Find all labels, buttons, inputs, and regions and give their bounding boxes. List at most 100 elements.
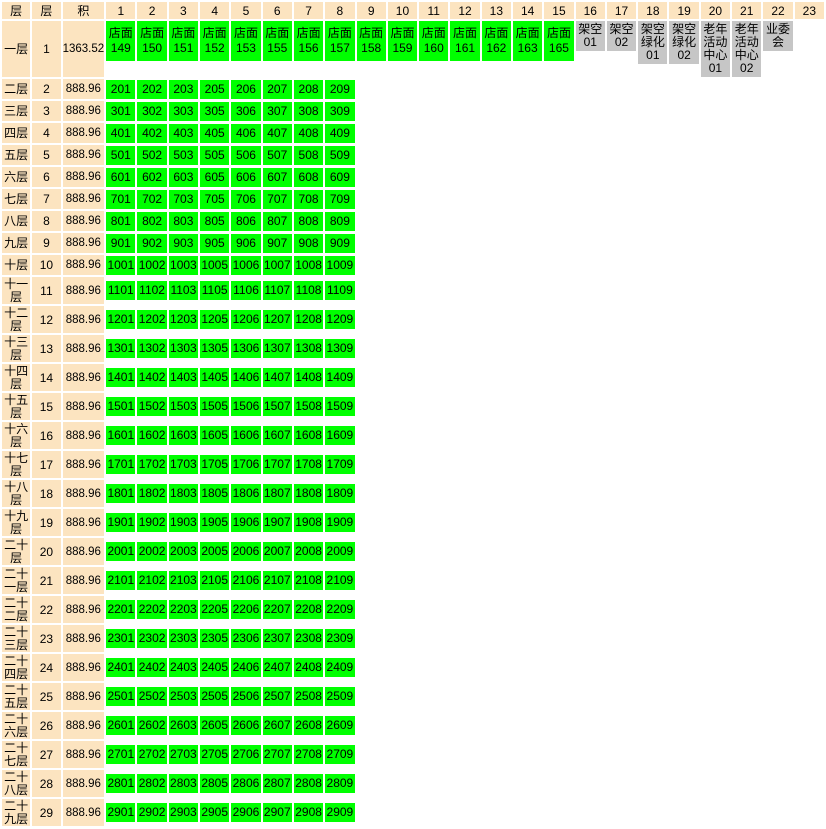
unit[interactable]: 803 xyxy=(168,211,199,231)
unit[interactable]: 1801 xyxy=(106,484,136,503)
unit[interactable]: 1108 xyxy=(293,281,324,300)
unit[interactable]: 2402 xyxy=(137,658,167,677)
unit[interactable]: 1106 xyxy=(231,281,261,300)
unit[interactable]: 1301 xyxy=(106,339,136,358)
unit[interactable]: 1808 xyxy=(293,484,324,503)
unit[interactable]: 1902 xyxy=(137,513,167,532)
unit[interactable]: 店面150 xyxy=(137,21,167,61)
unit[interactable]: 1802 xyxy=(137,484,167,503)
unit[interactable]: 1206 xyxy=(231,310,261,329)
unit[interactable]: 1501 xyxy=(106,397,136,416)
unit[interactable]: 501 xyxy=(106,145,136,165)
unit[interactable]: 1607 xyxy=(262,426,292,445)
unit[interactable]: 2403 xyxy=(168,658,199,677)
unit[interactable]: 2409 xyxy=(325,658,355,677)
unit[interactable]: 2901 xyxy=(106,803,136,822)
unit[interactable]: 505 xyxy=(200,145,230,165)
unit[interactable]: 2501 xyxy=(106,687,136,706)
unit[interactable]: 2001 xyxy=(106,542,136,561)
unit[interactable]: 2505 xyxy=(200,687,230,706)
unit[interactable]: 205 xyxy=(200,79,230,99)
unit[interactable]: 2809 xyxy=(325,774,355,793)
unit[interactable]: 1002 xyxy=(137,255,167,275)
unit[interactable]: 606 xyxy=(231,167,261,187)
unit[interactable]: 2205 xyxy=(200,600,230,619)
unit[interactable]: 2709 xyxy=(325,745,355,764)
unit[interactable]: 1005 xyxy=(200,255,230,275)
unit[interactable]: 2005 xyxy=(200,542,230,561)
unit[interactable]: 1303 xyxy=(168,339,199,358)
unit[interactable]: 店面163 xyxy=(513,21,543,61)
unit[interactable]: 2209 xyxy=(325,600,355,619)
unit[interactable]: 架空01 xyxy=(575,21,605,51)
unit[interactable]: 2009 xyxy=(325,542,355,561)
unit[interactable]: 1703 xyxy=(168,455,199,474)
unit[interactable]: 1506 xyxy=(231,397,261,416)
unit[interactable]: 2302 xyxy=(137,629,167,648)
unit[interactable]: 1409 xyxy=(325,368,355,387)
unit[interactable]: 1508 xyxy=(293,397,324,416)
unit[interactable]: 1608 xyxy=(293,426,324,445)
unit[interactable]: 1401 xyxy=(106,368,136,387)
unit[interactable]: 2802 xyxy=(137,774,167,793)
unit[interactable]: 店面161 xyxy=(450,21,480,61)
unit[interactable]: 1903 xyxy=(168,513,199,532)
unit[interactable]: 206 xyxy=(231,79,261,99)
unit[interactable]: 2803 xyxy=(168,774,199,793)
unit[interactable]: 1009 xyxy=(325,255,355,275)
unit[interactable]: 店面155 xyxy=(262,21,292,61)
unit[interactable]: 店面159 xyxy=(387,21,418,61)
unit[interactable]: 1103 xyxy=(168,281,199,300)
unit[interactable]: 2108 xyxy=(293,571,324,590)
unit[interactable]: 店面165 xyxy=(544,21,574,61)
unit[interactable]: 2202 xyxy=(137,600,167,619)
unit[interactable]: 307 xyxy=(262,101,292,121)
unit[interactable]: 508 xyxy=(293,145,324,165)
unit[interactable]: 2102 xyxy=(137,571,167,590)
unit[interactable]: 2401 xyxy=(106,658,136,677)
unit[interactable]: 2308 xyxy=(293,629,324,648)
unit[interactable]: 店面153 xyxy=(231,21,261,61)
unit[interactable]: 1202 xyxy=(137,310,167,329)
unit[interactable]: 1105 xyxy=(200,281,230,300)
unit[interactable]: 2909 xyxy=(325,803,355,822)
unit[interactable]: 2903 xyxy=(168,803,199,822)
unit[interactable]: 2503 xyxy=(168,687,199,706)
unit[interactable]: 2807 xyxy=(262,774,292,793)
unit[interactable]: 1606 xyxy=(231,426,261,445)
unit[interactable]: 2502 xyxy=(137,687,167,706)
unit[interactable]: 1001 xyxy=(106,255,136,275)
unit[interactable]: 2406 xyxy=(231,658,261,677)
unit[interactable]: 2609 xyxy=(325,716,355,735)
unit[interactable]: 208 xyxy=(293,79,324,99)
unit[interactable]: 1901 xyxy=(106,513,136,532)
unit[interactable]: 2705 xyxy=(200,745,230,764)
unit[interactable]: 1107 xyxy=(262,281,292,300)
unit[interactable]: 1601 xyxy=(106,426,136,445)
unit[interactable]: 2801 xyxy=(106,774,136,793)
unit[interactable]: 1003 xyxy=(168,255,199,275)
unit[interactable]: 1008 xyxy=(293,255,324,275)
unit[interactable]: 2602 xyxy=(137,716,167,735)
unit[interactable]: 1807 xyxy=(262,484,292,503)
unit[interactable]: 1208 xyxy=(293,310,324,329)
unit[interactable]: 601 xyxy=(106,167,136,187)
unit[interactable]: 1407 xyxy=(262,368,292,387)
unit[interactable]: 203 xyxy=(168,79,199,99)
unit[interactable]: 1109 xyxy=(325,281,355,300)
unit[interactable]: 709 xyxy=(325,189,355,209)
unit[interactable]: 1205 xyxy=(200,310,230,329)
unit[interactable]: 2607 xyxy=(262,716,292,735)
unit[interactable]: 架空绿化02 xyxy=(669,21,699,64)
unit[interactable]: 2708 xyxy=(293,745,324,764)
unit[interactable]: 1302 xyxy=(137,339,167,358)
unit[interactable]: 店面160 xyxy=(419,21,449,61)
unit[interactable]: 老年活动中心02 xyxy=(732,21,762,77)
unit[interactable]: 1308 xyxy=(293,339,324,358)
unit[interactable]: 802 xyxy=(137,211,167,231)
unit[interactable]: 1505 xyxy=(200,397,230,416)
unit[interactable]: 2902 xyxy=(137,803,167,822)
unit[interactable]: 1602 xyxy=(137,426,167,445)
unit[interactable]: 207 xyxy=(262,79,292,99)
unit[interactable]: 2601 xyxy=(106,716,136,735)
